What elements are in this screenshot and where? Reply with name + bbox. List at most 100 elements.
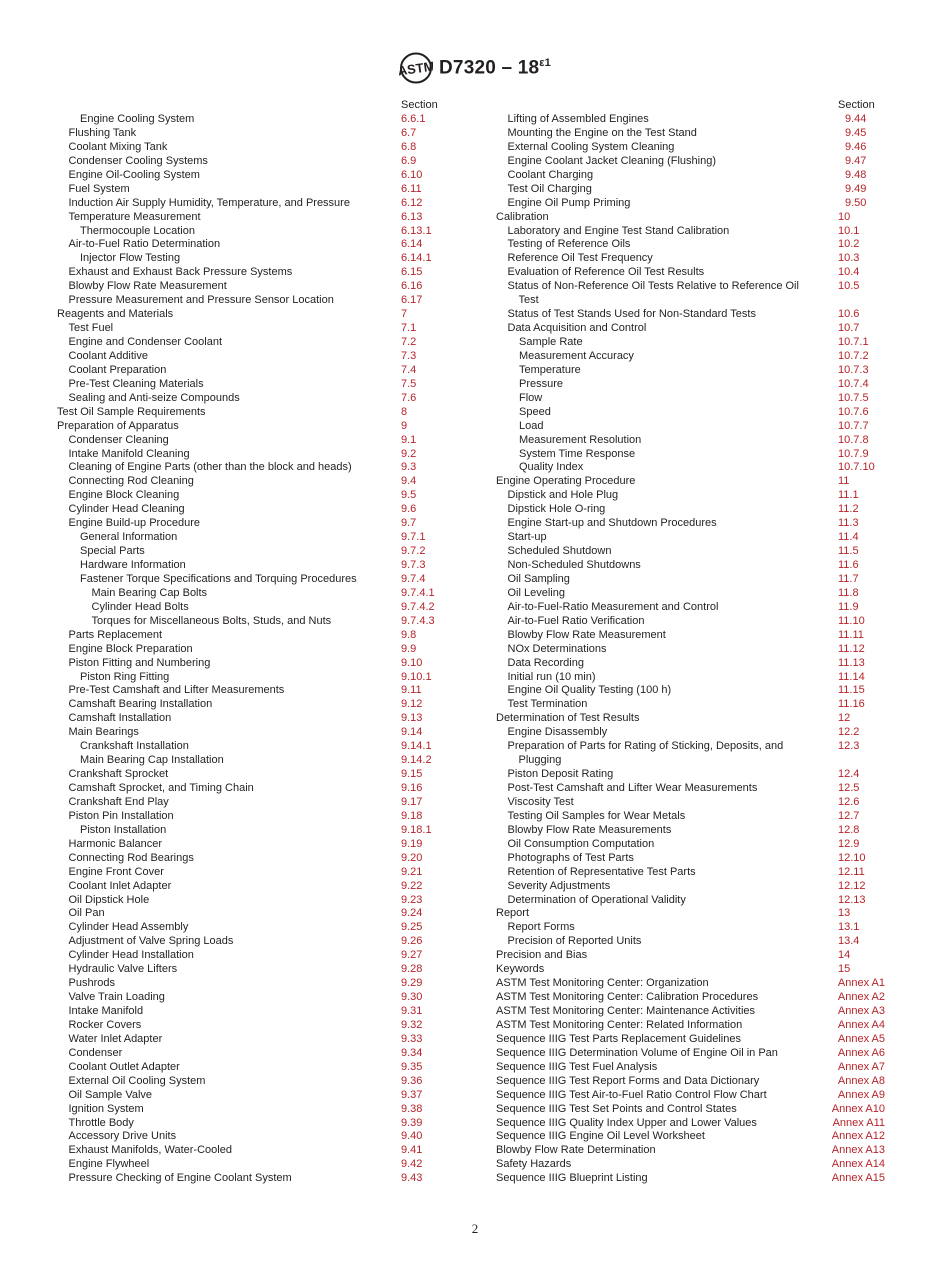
toc-entry[interactable]: Connecting Rod Cleaning 9.4: [57, 475, 447, 489]
toc-entry[interactable]: Harmonic Balancer 9.19: [57, 838, 447, 852]
toc-entry[interactable]: Rocker Covers 9.32: [57, 1019, 447, 1033]
toc-entry[interactable]: Main Bearing Cap Bolts 9.7.4.1: [57, 587, 447, 601]
section-reference-link[interactable]: 9.10.1: [401, 670, 432, 683]
toc-entry[interactable]: Test Termination 11.16: [496, 698, 891, 712]
section-reference-link[interactable]: 9.7.4.1: [401, 586, 435, 599]
toc-entry[interactable]: ASTM Test Monitoring Center: Maintenance…: [496, 1005, 891, 1019]
toc-entry[interactable]: Coolant Inlet Adapter 9.22: [57, 880, 447, 894]
toc-entry[interactable]: Oil Consumption Computation 12.9: [496, 838, 891, 852]
section-reference-link[interactable]: 9.34: [401, 1046, 423, 1059]
toc-entry[interactable]: Pressure 10.7.4: [496, 378, 891, 392]
section-reference-link[interactable]: 9.3: [401, 461, 417, 474]
section-reference-link[interactable]: 11.14: [838, 670, 865, 683]
toc-entry[interactable]: Pre-Test Camshaft and Lifter Measurement…: [57, 684, 447, 698]
section-reference-link[interactable]: 7.5: [401, 377, 417, 390]
section-reference-link[interactable]: 9.9: [401, 642, 417, 655]
toc-entry[interactable]: Injector Flow Testing 6.14.1: [57, 252, 447, 266]
toc-entry[interactable]: Testing of Reference Oils 10.2: [496, 238, 891, 252]
section-reference-link[interactable]: 14: [838, 949, 851, 962]
toc-entry[interactable]: Temperature 10.7.3: [496, 364, 891, 378]
section-reference-link[interactable]: 10.5: [838, 280, 860, 293]
section-reference-link[interactable]: Annex A10: [831, 1102, 885, 1115]
section-reference-link[interactable]: Annex A8: [837, 1074, 885, 1087]
toc-entry[interactable]: Laboratory and Engine Test Stand Calibra…: [496, 225, 891, 239]
section-reference-link[interactable]: 6.9: [401, 154, 417, 167]
section-reference-link[interactable]: 9.4: [401, 475, 417, 488]
section-reference-link[interactable]: 10.7.9: [838, 447, 869, 460]
section-reference-link[interactable]: Annex A1: [837, 977, 885, 990]
section-reference-link[interactable]: 6.7: [401, 126, 417, 139]
section-reference-link[interactable]: 9.1: [401, 433, 417, 446]
toc-entry[interactable]: Report 13: [496, 907, 891, 921]
toc-entry[interactable]: Pressure Measurement and Pressure Sensor…: [57, 294, 447, 308]
section-reference-link[interactable]: 6.14.1: [401, 252, 432, 265]
section-reference-link[interactable]: 9.41: [401, 1144, 423, 1157]
toc-entry[interactable]: Evaluation of Reference Oil Test Results…: [496, 266, 891, 280]
toc-entry[interactable]: Blowby Flow Rate Measurement 11.11: [496, 629, 891, 643]
section-reference-link[interactable]: 10.7.6: [838, 405, 869, 418]
toc-entry[interactable]: Cylinder Head Assembly 9.25: [57, 921, 447, 935]
toc-entry[interactable]: Air-to-Fuel Ratio Verification 11.10: [496, 615, 891, 629]
section-reference-link[interactable]: 12.11: [838, 865, 865, 878]
section-reference-link[interactable]: Annex A14: [831, 1158, 885, 1171]
section-reference-link[interactable]: 13: [838, 907, 851, 920]
toc-entry[interactable]: Preparation of Apparatus 9: [57, 420, 447, 434]
toc-entry[interactable]: Cylinder Head Bolts 9.7.4.2: [57, 601, 447, 615]
section-reference-link[interactable]: 11.1: [838, 489, 859, 502]
toc-entry[interactable]: Blowby Flow Rate Determination Annex A13: [496, 1144, 891, 1158]
section-reference-link[interactable]: 9.48: [845, 168, 867, 181]
toc-entry[interactable]: ASTM Test Monitoring Center: Organizatio…: [496, 977, 891, 991]
toc-entry[interactable]: Exhaust and Exhaust Back Pressure System…: [57, 266, 447, 280]
section-reference-link[interactable]: 7.2: [401, 336, 417, 348]
section-reference-link[interactable]: 9.14.1: [401, 740, 432, 753]
section-reference-link[interactable]: 11.6: [838, 559, 859, 571]
section-reference-link[interactable]: 6.13: [401, 210, 423, 223]
section-reference-link[interactable]: 12.6: [838, 795, 860, 808]
section-reference-link[interactable]: Annex A4: [837, 1018, 885, 1031]
section-reference-link[interactable]: 9.29: [401, 977, 423, 990]
toc-entry[interactable]: Quality Index 10.7.10: [496, 461, 891, 475]
section-reference-link[interactable]: 9.38: [401, 1102, 423, 1115]
section-reference-link[interactable]: 7.6: [401, 391, 417, 404]
toc-entry[interactable]: Measurement Resolution 10.7.8: [496, 434, 891, 448]
toc-entry[interactable]: Oil Pan 9.24: [57, 907, 447, 921]
section-reference-link[interactable]: 9.18.1: [401, 823, 432, 836]
section-reference-link[interactable]: 12.4: [838, 768, 860, 781]
toc-entry[interactable]: Condenser 9.34: [57, 1047, 447, 1061]
section-reference-link[interactable]: 11.3: [838, 517, 859, 530]
section-reference-link[interactable]: 9.18: [401, 809, 423, 822]
toc-entry[interactable]: Engine Cooling System 6.6.1: [57, 113, 447, 127]
section-reference-link[interactable]: Annex A12: [831, 1130, 885, 1143]
toc-entry[interactable]: Induction Air Supply Humidity, Temperatu…: [57, 197, 447, 211]
toc-entry[interactable]: Air-to-Fuel Ratio Determination 6.14: [57, 238, 447, 252]
toc-entry[interactable]: External Cooling System Cleaning 9.46: [496, 141, 891, 155]
toc-entry[interactable]: Piston Installation 9.18.1: [57, 824, 447, 838]
section-reference-link[interactable]: 9.39: [401, 1116, 423, 1129]
section-reference-link[interactable]: 9.27: [401, 949, 423, 962]
toc-entry[interactable]: Testing Oil Samples for Wear Metals 12.7: [496, 810, 891, 824]
section-reference-link[interactable]: 12.9: [838, 837, 860, 850]
section-reference-link[interactable]: 9.21: [401, 865, 423, 878]
toc-entry[interactable]: Main Bearings 9.14: [57, 726, 447, 740]
toc-entry[interactable]: ASTM Test Monitoring Center: Calibration…: [496, 991, 891, 1005]
toc-entry[interactable]: Engine Flywheel 9.42: [57, 1158, 447, 1172]
toc-entry[interactable]: Engine Operating Procedure 11: [496, 475, 891, 489]
toc-entry[interactable]: System Time Response 10.7.9: [496, 448, 891, 462]
toc-entry[interactable]: Sealing and Anti-seize Compounds 7.6: [57, 392, 447, 406]
toc-entry[interactable]: Speed 10.7.6: [496, 406, 891, 420]
toc-entry[interactable]: Dipstick Hole O-ring 11.2: [496, 503, 891, 517]
section-reference-link[interactable]: 11.12: [838, 642, 865, 655]
toc-entry[interactable]: Thermocouple Location 6.13.1: [57, 225, 447, 239]
section-reference-link[interactable]: 9.23: [401, 893, 423, 906]
toc-entry[interactable]: Crankshaft Installation 9.14.1: [57, 740, 447, 754]
section-reference-link[interactable]: 6.14: [401, 238, 423, 251]
section-reference-link[interactable]: 6.15: [401, 266, 423, 279]
toc-entry[interactable]: Flushing Tank 6.7: [57, 127, 447, 141]
toc-entry[interactable]: Cylinder Head Installation 9.27: [57, 949, 447, 963]
section-reference-link[interactable]: 11.16: [838, 698, 865, 711]
section-reference-link[interactable]: 9.35: [401, 1060, 423, 1073]
section-reference-link[interactable]: 10.7.7: [838, 419, 869, 432]
section-reference-link[interactable]: 12.2: [838, 726, 860, 739]
section-reference-link[interactable]: 7.4: [401, 363, 417, 376]
toc-entry[interactable]: Sequence IIIG Test Parts Replacement Gui…: [496, 1033, 891, 1047]
